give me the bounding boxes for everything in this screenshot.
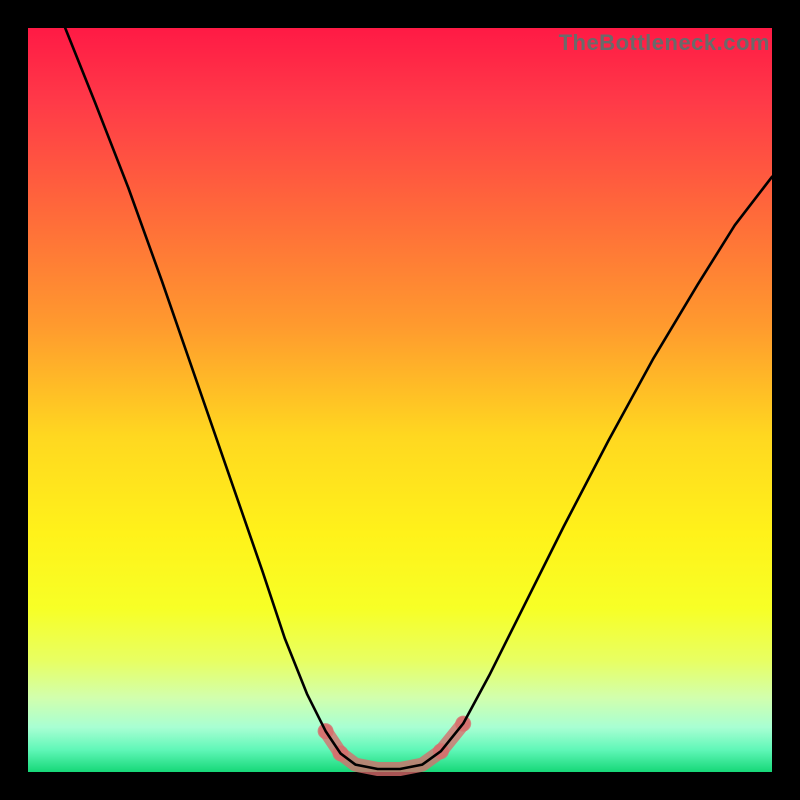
watermark-text: TheBottleneck.com xyxy=(559,30,770,56)
chart-frame: TheBottleneck.com xyxy=(0,0,800,800)
chart-svg xyxy=(0,0,800,800)
gradient-background xyxy=(28,28,772,772)
